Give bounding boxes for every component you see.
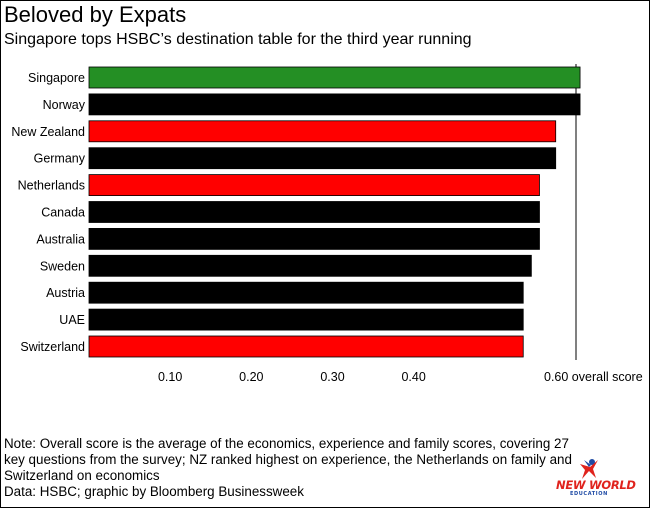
logo-sub-text: EDUCATION: [570, 491, 608, 497]
category-label-netherlands: Netherlands: [18, 179, 85, 193]
x-tick-label: 0.60 overall score: [544, 370, 643, 384]
category-label-australia: Australia: [36, 232, 85, 246]
chart-title: Beloved by Expats: [4, 2, 187, 27]
bar-netherlands: [88, 174, 540, 197]
footnote: Note: Overall score is the average of th…: [4, 436, 579, 500]
x-tick-label: 0.20: [239, 370, 263, 384]
category-label-singapore: Singapore: [28, 71, 85, 85]
source-text: Data: HSBC; graphic by Bloomberg Busines…: [4, 484, 304, 499]
bar-new-zealand: [88, 120, 557, 143]
category-label-norway: Norway: [43, 98, 86, 112]
category-label-sweden: Sweden: [40, 259, 85, 273]
chart-subtitle: Singapore tops HSBC’s destination table …: [4, 31, 472, 48]
bar-switzerland: [88, 335, 524, 358]
logo-figure-icon: [580, 459, 598, 479]
note-text: Note: Overall score is the average of th…: [4, 436, 572, 483]
logo-main-text: NEW WORLD: [556, 478, 636, 492]
category-label-canada: Canada: [41, 206, 85, 220]
x-tick-label: 0.10: [158, 370, 182, 384]
bar-canada: [88, 201, 540, 223]
x-tick-label: 0.40: [401, 370, 425, 384]
category-label-switzerland: Switzerland: [20, 340, 85, 354]
bar-uae: [88, 308, 524, 331]
category-label-uae: UAE: [59, 313, 85, 327]
bar-australia: [88, 227, 540, 250]
bar-singapore: [88, 66, 581, 89]
bar-sweden: [88, 254, 532, 277]
x-tick-label: 0.30: [320, 370, 344, 384]
bar-chart: Singapore Norway New Zealand Germany Netherl…: [11, 64, 643, 384]
new-world-education-logo: NEW WORLD EDUCATION: [556, 458, 636, 498]
category-label-germany: Germany: [34, 152, 86, 166]
bar-austria: [88, 281, 524, 304]
bar-germany: [88, 147, 557, 170]
category-label-new-zealand: New Zealand: [11, 125, 85, 139]
category-label-austria: Austria: [46, 286, 85, 300]
bar-norway: [88, 93, 581, 116]
